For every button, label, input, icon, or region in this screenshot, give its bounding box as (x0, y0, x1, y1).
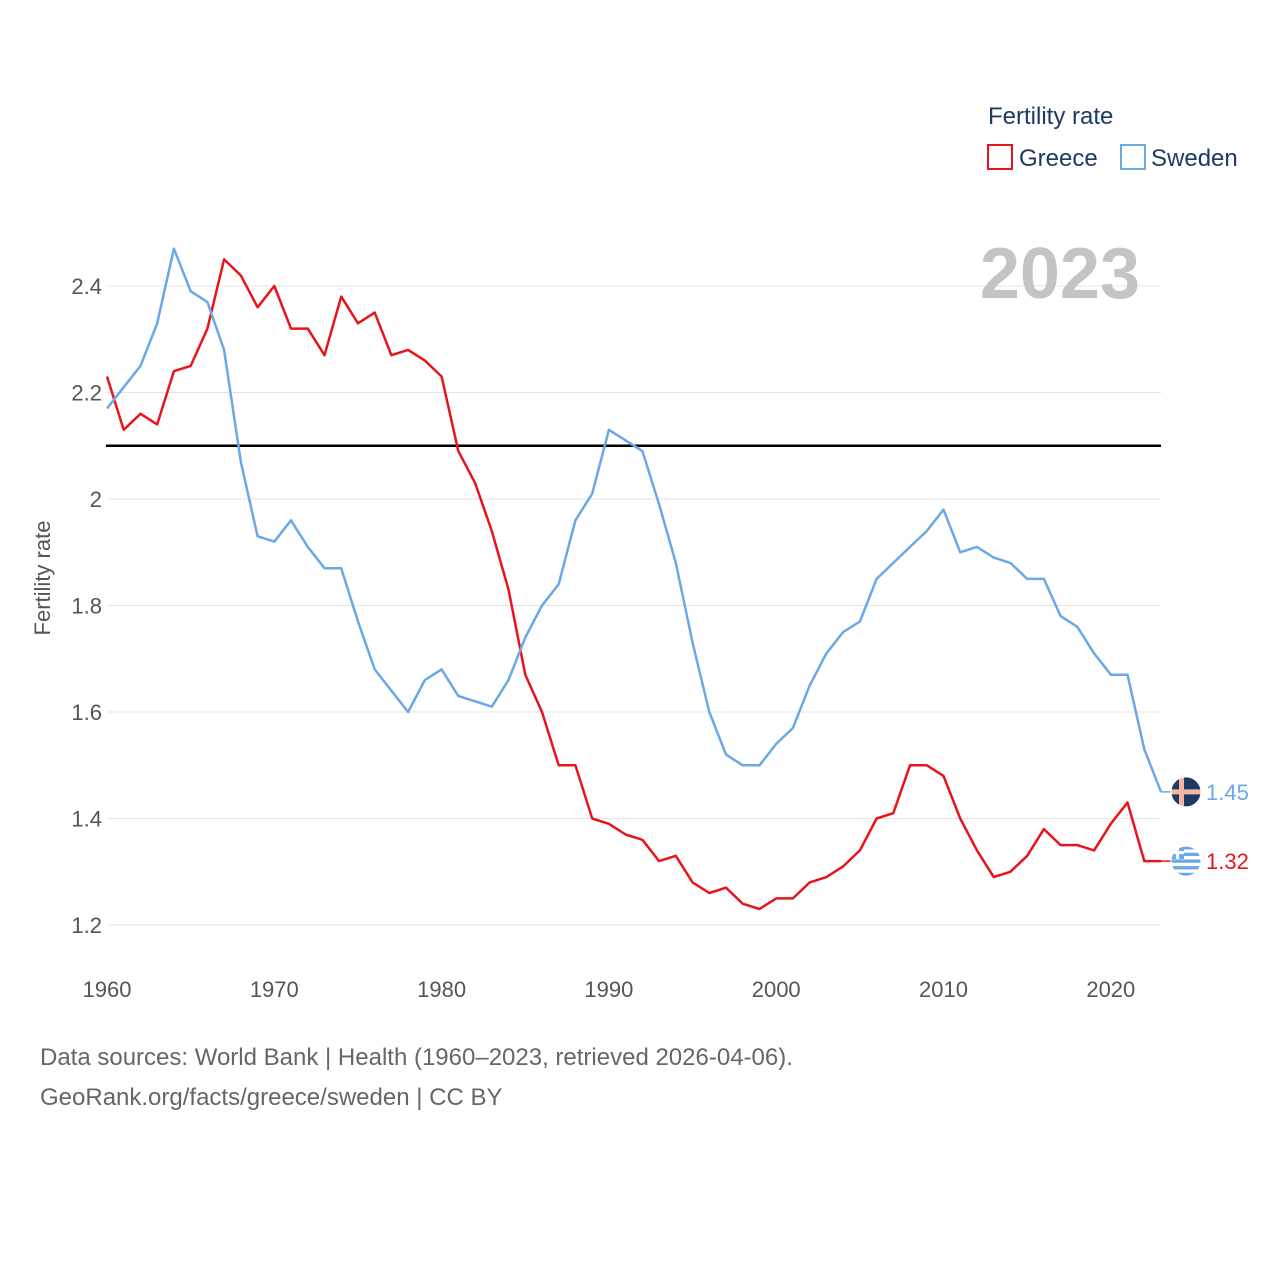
y-axis-title: Fertility rate (30, 521, 55, 636)
series-line-sweden (106, 247, 1163, 793)
x-tick-label: 1960 (83, 977, 132, 1002)
legend-title: Fertility rate (988, 103, 1113, 130)
x-tick-label: 2020 (1086, 977, 1135, 1002)
legend-label-sweden: Sweden (1151, 145, 1238, 172)
legend-item-greece[interactable]: Greece (987, 144, 1098, 172)
greece-flag-icon (1170, 845, 1202, 877)
flag-outline (1170, 845, 1202, 877)
y-axis-tick-labels: 1.2 1.4 1.6 1.8 2 2.2 2.4 (71, 274, 102, 938)
flag-outline (1170, 776, 1202, 808)
x-tick-label: 1980 (417, 977, 466, 1002)
y-tick-label: 1.6 (71, 700, 102, 725)
series-end-markers: 1.32 1.45 (1161, 776, 1249, 877)
legend-swatch-greece (987, 144, 1013, 170)
x-axis-tick-labels: 1960 1970 1980 1990 2000 2010 2020 (83, 977, 1136, 1002)
legend-label-greece: Greece (1019, 145, 1098, 172)
end-value-label-greece: 1.32 (1206, 849, 1249, 874)
x-tick-label: 2010 (919, 977, 968, 1002)
attribution-link[interactable]: GeoRank.org/facts/greece/sweden | CC BY (40, 1084, 503, 1111)
y-tick-label: 2 (90, 487, 102, 512)
legend-swatch-sweden (1120, 144, 1146, 170)
gridlines (107, 285, 1161, 926)
x-tick-label: 1970 (250, 977, 299, 1002)
sweden-flag-icon (1170, 776, 1202, 808)
y-tick-label: 2.2 (71, 381, 102, 406)
series-line-greece (105, 258, 1161, 911)
y-tick-label: 1.8 (71, 594, 102, 619)
y-tick-label: 1.4 (71, 807, 102, 832)
legend-item-sweden[interactable]: Sweden (1120, 144, 1238, 172)
x-tick-label: 2000 (752, 977, 801, 1002)
end-value-label-sweden: 1.45 (1206, 780, 1249, 805)
x-tick-label: 1990 (584, 977, 633, 1002)
legend: Fertility rate Greece Sweden (987, 103, 1238, 172)
data-sources-note: Data sources: World Bank | Health (1960–… (40, 1044, 793, 1071)
y-tick-label: 1.2 (71, 913, 102, 938)
y-tick-label: 2.4 (71, 274, 102, 299)
series-lines (105, 247, 1163, 911)
year-watermark: 2023 (980, 234, 1140, 314)
